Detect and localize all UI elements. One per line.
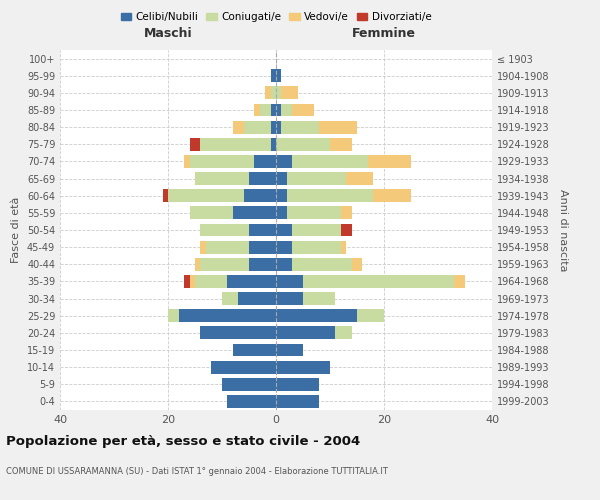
Bar [276, 258, 292, 270]
Bar [190, 275, 195, 288]
Bar [168, 190, 244, 202]
Bar [233, 206, 276, 220]
Bar [206, 240, 249, 254]
Bar [227, 275, 276, 288]
Bar [271, 120, 276, 134]
Bar [200, 138, 271, 150]
Bar [341, 206, 352, 220]
Bar [319, 120, 357, 134]
Bar [292, 155, 368, 168]
Bar [168, 310, 179, 322]
Bar [276, 275, 303, 288]
Bar [195, 275, 227, 288]
Bar [249, 240, 276, 254]
Bar [271, 138, 276, 150]
Bar [276, 378, 319, 390]
Bar [249, 172, 276, 185]
Bar [184, 275, 190, 288]
Text: Popolazione per età, sesso e stato civile - 2004: Popolazione per età, sesso e stato civil… [6, 435, 360, 448]
Bar [287, 172, 346, 185]
Bar [200, 258, 249, 270]
Bar [222, 378, 276, 390]
Bar [276, 224, 292, 236]
Bar [195, 258, 200, 270]
Bar [276, 240, 292, 254]
Bar [184, 155, 190, 168]
Bar [190, 138, 200, 150]
Bar [233, 120, 244, 134]
Bar [227, 395, 276, 408]
Bar [244, 120, 271, 134]
Bar [276, 206, 287, 220]
Bar [341, 240, 346, 254]
Bar [368, 155, 411, 168]
Bar [195, 172, 249, 185]
Legend: Celibi/Nubili, Coniugati/e, Vedovi/e, Divorziati/e: Celibi/Nubili, Coniugati/e, Vedovi/e, Di… [116, 8, 436, 26]
Bar [346, 172, 373, 185]
Text: COMUNE DI USSARAMANNA (SU) - Dati ISTAT 1° gennaio 2004 - Elaborazione TUTTITALI: COMUNE DI USSARAMANNA (SU) - Dati ISTAT … [6, 468, 388, 476]
Bar [292, 224, 341, 236]
Bar [190, 206, 233, 220]
Bar [276, 292, 303, 305]
Text: Maschi: Maschi [143, 26, 193, 40]
Bar [254, 155, 276, 168]
Bar [292, 240, 341, 254]
Bar [292, 258, 352, 270]
Bar [341, 224, 352, 236]
Bar [265, 86, 271, 100]
Bar [281, 120, 319, 134]
Bar [271, 104, 276, 117]
Bar [276, 86, 281, 100]
Bar [271, 86, 276, 100]
Bar [222, 292, 238, 305]
Bar [357, 310, 384, 322]
Bar [200, 240, 206, 254]
Bar [276, 395, 319, 408]
Bar [276, 172, 287, 185]
Bar [190, 155, 254, 168]
Bar [454, 275, 465, 288]
Bar [249, 258, 276, 270]
Bar [200, 326, 276, 340]
Bar [238, 292, 276, 305]
Bar [276, 326, 335, 340]
Bar [352, 258, 362, 270]
Bar [276, 310, 357, 322]
Bar [276, 120, 281, 134]
Bar [179, 310, 276, 322]
Bar [330, 138, 352, 150]
Bar [260, 104, 271, 117]
Bar [281, 104, 292, 117]
Bar [292, 104, 314, 117]
Bar [303, 292, 335, 305]
Bar [271, 70, 276, 82]
Bar [303, 275, 454, 288]
Bar [249, 224, 276, 236]
Bar [287, 190, 373, 202]
Bar [200, 224, 249, 236]
Bar [254, 104, 260, 117]
Bar [276, 360, 330, 374]
Bar [281, 86, 298, 100]
Bar [163, 190, 168, 202]
Y-axis label: Anni di nascita: Anni di nascita [558, 188, 568, 271]
Bar [276, 104, 281, 117]
Bar [276, 155, 292, 168]
Bar [211, 360, 276, 374]
Y-axis label: Fasce di età: Fasce di età [11, 197, 21, 263]
Bar [335, 326, 352, 340]
Text: Femmine: Femmine [352, 26, 416, 40]
Bar [276, 70, 281, 82]
Bar [244, 190, 276, 202]
Bar [276, 138, 330, 150]
Bar [287, 206, 341, 220]
Bar [233, 344, 276, 356]
Bar [276, 190, 287, 202]
Bar [373, 190, 411, 202]
Bar [276, 344, 303, 356]
